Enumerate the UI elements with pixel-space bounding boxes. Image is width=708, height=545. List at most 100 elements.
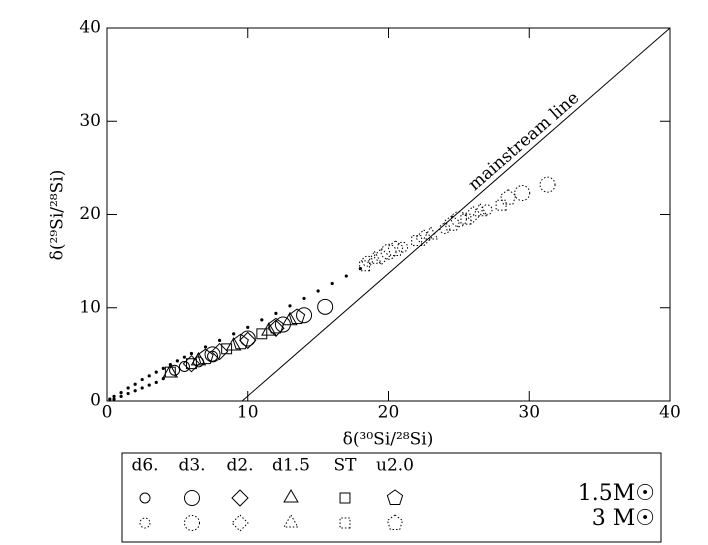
data-point	[460, 213, 472, 225]
data-point	[514, 185, 531, 202]
data-point	[267, 317, 285, 334]
track-dot	[154, 370, 158, 374]
y-axis-label: δ(²⁹Si/²⁸Si)	[48, 170, 68, 261]
legend-symbol	[231, 489, 249, 507]
legend-symbol	[139, 492, 151, 504]
track-dot	[316, 289, 320, 293]
x-tick-label: 0	[102, 403, 113, 423]
plot-frame	[106, 27, 671, 402]
track-dot	[133, 382, 137, 386]
data-point	[239, 331, 257, 350]
track-dot	[126, 386, 130, 390]
track-dot	[154, 380, 158, 384]
legend-model-label: d6.	[131, 456, 158, 476]
track-dot	[147, 374, 151, 378]
track-dot	[260, 318, 264, 322]
data-point	[221, 343, 233, 355]
data-point	[232, 333, 249, 350]
track-dot	[161, 366, 165, 370]
track-dot	[203, 345, 208, 349]
y-tick-label: 30	[79, 111, 101, 131]
data-point	[164, 366, 176, 378]
data-point	[204, 346, 221, 363]
legend-box	[121, 452, 662, 543]
x-axis-label: δ(³⁰Si/²⁸Si)	[343, 430, 434, 450]
data-point	[387, 240, 404, 256]
data-point	[414, 229, 433, 247]
legend-symbol	[283, 513, 299, 528]
data-point	[495, 199, 507, 211]
data-point	[499, 189, 517, 205]
data-point	[239, 330, 256, 347]
data-point	[439, 222, 451, 234]
data-point	[380, 243, 397, 260]
legend-symbol	[339, 517, 351, 529]
data-point	[169, 364, 181, 376]
track-dot	[161, 377, 165, 381]
y-tick-label: 20	[79, 204, 101, 224]
track-dot	[246, 325, 250, 329]
track-dot	[218, 338, 222, 342]
data-point	[296, 307, 313, 324]
track-dot	[182, 355, 187, 359]
track-dot	[140, 386, 144, 390]
legend-symbol	[283, 488, 299, 503]
track-dot	[302, 296, 306, 301]
legend-mass-label: 1.5M☉	[578, 481, 655, 506]
data-point	[178, 360, 190, 372]
legend-model-label: u2.0	[376, 456, 414, 476]
data-point	[317, 298, 334, 315]
x-tick-label: 40	[659, 403, 681, 423]
data-point	[256, 328, 268, 340]
data-point	[282, 311, 298, 326]
legend-symbol	[184, 515, 200, 531]
legend-model-label: d2.	[226, 456, 253, 476]
data-point	[539, 176, 556, 193]
data-point	[288, 308, 306, 325]
track-dot	[147, 383, 151, 387]
track-dot	[119, 394, 123, 398]
x-tick-label: 30	[518, 403, 540, 423]
y-tick-label: 0	[90, 391, 101, 411]
x-tick-label: 20	[378, 403, 400, 423]
track-dot	[189, 351, 194, 356]
legend-symbol	[184, 490, 200, 506]
mainstream-label: mainstream line	[465, 88, 584, 195]
track-dot	[112, 397, 116, 401]
legend-model-label: d3.	[178, 456, 205, 476]
track-dot	[140, 377, 144, 382]
x-tick-label: 10	[237, 403, 259, 423]
track-dot	[108, 397, 112, 401]
data-point	[210, 342, 229, 361]
data-point	[397, 241, 409, 253]
data-point	[361, 255, 373, 267]
data-point	[443, 215, 461, 231]
legend-symbol	[139, 517, 151, 529]
data-point	[464, 205, 482, 224]
data-point	[359, 260, 371, 272]
track-dot	[126, 391, 130, 396]
legend-model-label: d1.5	[272, 456, 310, 476]
mainstream-line	[241, 27, 671, 402]
track-dot	[232, 332, 236, 336]
data-point	[472, 202, 488, 217]
legend-symbol	[386, 489, 404, 505]
track-dot	[175, 359, 179, 363]
track-dot	[133, 389, 137, 393]
data-point	[182, 354, 201, 373]
data-point	[372, 247, 391, 266]
track-dot	[330, 281, 334, 286]
track-dot	[288, 304, 292, 308]
track-dot	[344, 274, 348, 278]
data-point	[481, 204, 493, 216]
legend-symbol	[339, 492, 351, 504]
data-point	[411, 235, 423, 247]
legend-model-label: ST	[334, 456, 358, 476]
track-dot	[119, 391, 123, 395]
legend-symbol	[231, 514, 249, 532]
data-point	[186, 358, 197, 370]
y-tick-label: 40	[79, 18, 101, 38]
legend-symbol	[386, 514, 404, 530]
y-tick-label: 10	[79, 297, 101, 317]
track-dot	[112, 394, 116, 398]
